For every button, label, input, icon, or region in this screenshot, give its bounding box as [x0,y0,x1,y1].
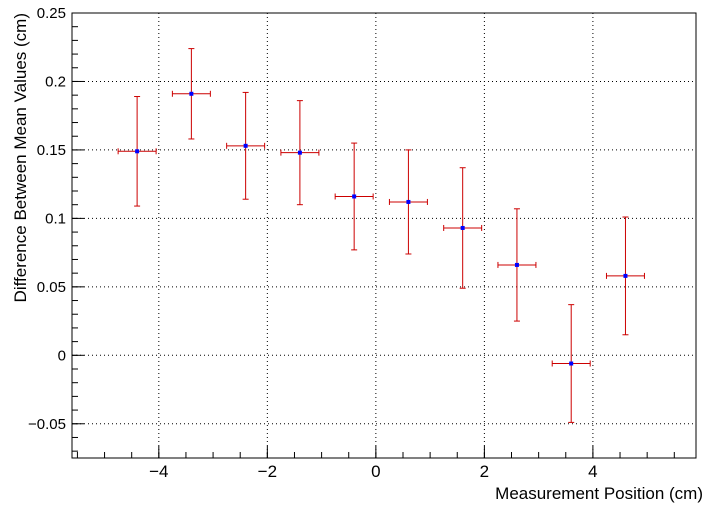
grid-lines [72,12,696,458]
data-point [406,199,411,204]
x-tick-label: 0 [371,462,380,481]
data-point [569,361,574,366]
y-tick-label: 0 [58,347,66,364]
data-point [243,143,248,148]
data-points [135,91,628,366]
y-axis-title: Difference Between Mean Values (cm) [11,13,30,302]
y-tick-label: 0.15 [37,142,66,159]
data-point [189,91,194,96]
data-point [135,149,140,154]
x-tick-label: 4 [588,462,597,481]
x-tick-labels: −4 −2 0 2 4 [149,462,598,481]
data-point [352,194,357,199]
data-point [623,273,628,278]
x-tick-label: 2 [480,462,489,481]
y-tick-label: −0.05 [28,416,66,433]
y-tick-label: 0.2 [45,73,66,90]
data-point [460,225,465,230]
x-tick-label: −4 [149,462,168,481]
axis-ticks [72,12,675,458]
error-bars [117,48,645,423]
x-tick-label: −2 [258,462,277,481]
y-tick-label: 0.25 [37,5,66,22]
y-tick-label: 0.1 [45,210,66,227]
x-axis-title: Measurement Position (cm) [495,484,703,503]
y-tick-label: 0.05 [37,279,66,296]
plot-frame [71,12,697,459]
data-point [297,150,302,155]
data-point [514,262,519,267]
y-tick-labels: −0.05 0 0.05 0.1 0.15 0.2 0.25 [28,5,66,433]
